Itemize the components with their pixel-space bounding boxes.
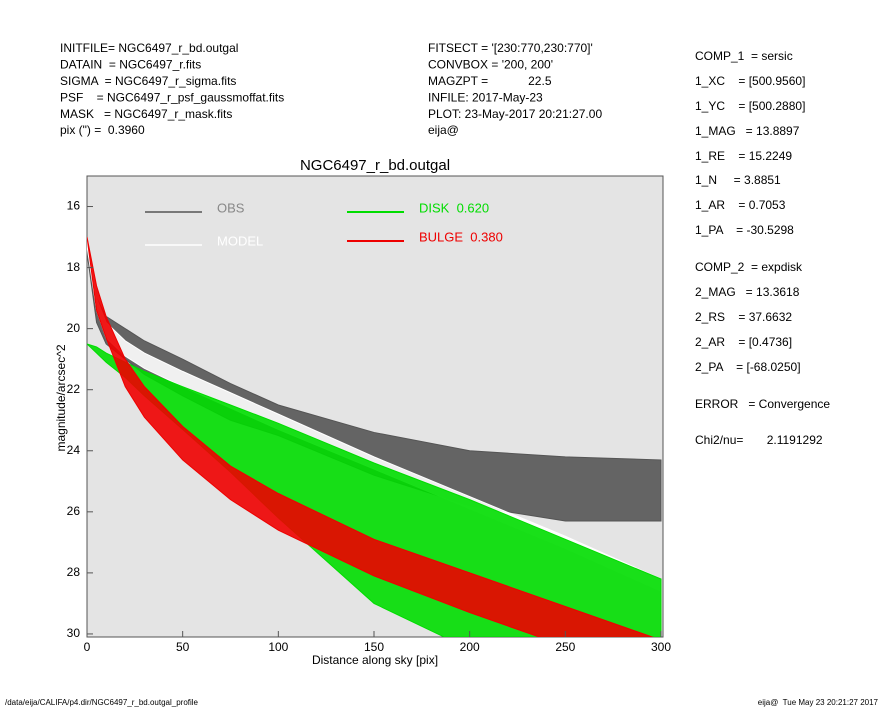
header-left-line: DATAIN = NGC6497_r.fits xyxy=(60,58,201,72)
header-middle-line: FITSECT = '[230:770,230:770]' xyxy=(428,41,593,55)
y-tick-label: 28 xyxy=(67,565,81,579)
header-right-line: 1_XC = [500.9560] xyxy=(695,74,805,88)
header-middle-line: eija@ xyxy=(428,123,459,137)
legend-label: OBS xyxy=(217,200,245,215)
header-right-line: 1_N = 3.8851 xyxy=(695,173,781,187)
header-right-line: 2_MAG = 13.3618 xyxy=(695,285,800,299)
header-right-line: COMP_2 = expdisk xyxy=(695,260,803,274)
y-axis-label: magnitude/arcsec^2 xyxy=(54,344,68,451)
header-right-line: 1_MAG = 13.8897 xyxy=(695,124,800,138)
header-left-line: pix (") = 0.3960 xyxy=(60,123,145,137)
profile-band xyxy=(87,236,654,637)
chart-title: NGC6497_r_bd.outgal xyxy=(300,157,450,174)
header-right-line: 1_RE = 15.2249 xyxy=(695,149,792,163)
header-left-line: PSF = NGC6497_r_psf_gaussmoffat.fits xyxy=(60,90,284,104)
header-middle-line: INFILE: 2017-May-23 xyxy=(428,90,543,104)
header-right-line: 2_AR = [0.4736] xyxy=(695,335,792,349)
header-left-line: SIGMA = NGC6497_r_sigma.fits xyxy=(60,74,236,88)
legend-label: BULGE 0.380 xyxy=(419,229,503,244)
x-tick-label: 100 xyxy=(268,640,288,654)
header-right-line: ERROR = Convergence xyxy=(695,397,830,411)
footer-stamp: eija@ Tue May 23 20:21:27 2017 xyxy=(758,698,879,707)
header-right-line: 1_YC = [500.2880] xyxy=(695,99,805,113)
x-tick-label: 250 xyxy=(555,640,575,654)
y-tick-label: 18 xyxy=(67,260,81,274)
x-axis-label: Distance along sky [pix] xyxy=(312,653,438,667)
y-tick-label: 20 xyxy=(67,321,81,335)
y-tick-label: 22 xyxy=(67,382,81,396)
legend-label: DISK 0.620 xyxy=(419,200,489,215)
y-tick-label: 30 xyxy=(67,626,81,640)
x-tick-label: 300 xyxy=(651,640,671,654)
header-right-line: Chi2/nu= 2.1191292 xyxy=(695,433,823,447)
footer-path: /data/eija/CALIFA/p4.dir/NGC6497_r_bd.ou… xyxy=(5,698,199,707)
x-tick-label: 150 xyxy=(364,640,384,654)
header-middle-line: PLOT: 23-May-2017 20:21:27.00 xyxy=(428,107,602,121)
header-right-line: 2_PA = [-68.0250] xyxy=(695,360,801,374)
header-middle-line: MAGZPT = 22.5 xyxy=(428,74,552,88)
header-right-line: COMP_1 = sersic xyxy=(695,49,793,63)
x-tick-label: 200 xyxy=(460,640,480,654)
y-tick-label: 16 xyxy=(67,199,81,213)
header-right-line: 2_RS = 37.6632 xyxy=(695,310,792,324)
header-middle-line: CONVBOX = '200, 200' xyxy=(428,58,553,72)
header-right-line: 1_PA = -30.5298 xyxy=(695,223,794,237)
x-tick-label: 0 xyxy=(84,640,91,654)
y-tick-label: 26 xyxy=(67,504,81,518)
header-right-line: 1_AR = 0.7053 xyxy=(695,198,786,212)
header-left-line: INITFILE= NGC6497_r_bd.outgal xyxy=(60,41,238,55)
y-tick-label: 24 xyxy=(67,443,81,457)
header-left-line: MASK = NGC6497_r_mask.fits xyxy=(60,107,232,121)
x-tick-label: 50 xyxy=(176,640,190,654)
legend-label: MODEL xyxy=(217,233,263,248)
